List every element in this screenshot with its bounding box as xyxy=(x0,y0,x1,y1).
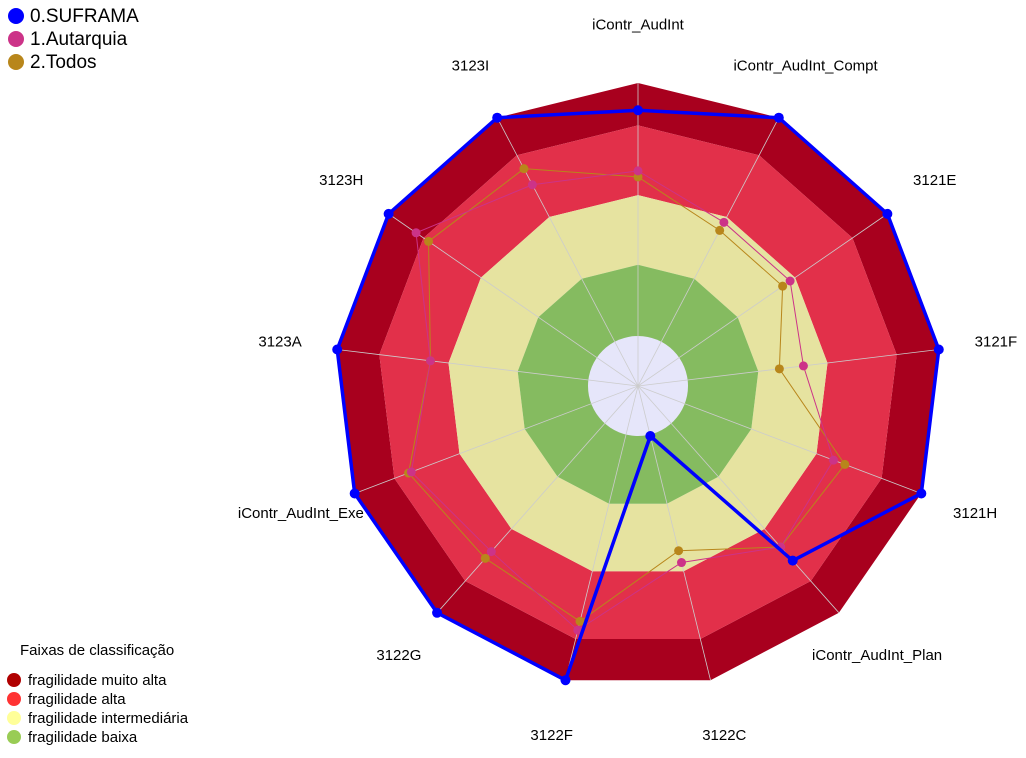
legend-label: 1.Autarquia xyxy=(30,29,128,50)
series-point xyxy=(787,555,798,566)
series-point xyxy=(778,281,788,291)
axis-label: 3122F xyxy=(530,727,573,744)
spoke xyxy=(496,117,639,387)
spoke xyxy=(637,385,840,614)
series-line xyxy=(335,108,941,683)
spoke xyxy=(637,213,888,387)
axis-label: iContr_AudInt_Exe xyxy=(238,505,364,522)
axis-label: iContr_AudInt xyxy=(592,16,685,33)
spoke xyxy=(637,385,922,494)
series-point xyxy=(785,276,795,286)
spoke xyxy=(354,385,639,494)
band-legend-swatch xyxy=(7,730,21,744)
axis-label: iContr_AudInt_Compt xyxy=(733,58,878,75)
band-legend-swatch xyxy=(7,692,21,706)
series-point xyxy=(406,467,416,477)
series-point xyxy=(383,208,394,219)
series-point xyxy=(933,344,944,355)
band-legend-label: fragilidade alta xyxy=(28,691,126,708)
series-point xyxy=(715,225,725,235)
band-legend-swatch xyxy=(7,711,21,725)
axis-label: 3123I xyxy=(452,58,490,75)
band-ring xyxy=(448,195,828,572)
spoke xyxy=(337,349,639,387)
series-point xyxy=(486,547,496,557)
series-point xyxy=(633,105,643,116)
series-point xyxy=(840,459,850,469)
series-point xyxy=(774,364,784,374)
axis-label: 3122C xyxy=(702,727,746,744)
legend-swatch xyxy=(8,54,24,70)
series-point xyxy=(575,616,585,626)
legend-swatch xyxy=(8,8,24,24)
series-point xyxy=(828,455,838,465)
axis-label: 3122G xyxy=(376,647,421,664)
series-point xyxy=(882,208,893,219)
series-line xyxy=(410,170,835,631)
series-point xyxy=(560,675,571,686)
legend-label: 2.Todos xyxy=(30,52,97,73)
series-point xyxy=(798,361,808,371)
axis-label: 3121F xyxy=(975,334,1018,351)
axis-label: 3121E xyxy=(913,172,956,189)
series-point xyxy=(332,344,343,355)
series-point xyxy=(773,112,784,123)
series-point xyxy=(573,625,583,635)
series-point xyxy=(480,553,490,563)
series-point xyxy=(633,166,643,176)
series-point xyxy=(424,236,434,246)
series-point xyxy=(349,488,360,499)
series-point xyxy=(432,607,443,618)
band-legend-label: fragilidade intermediária xyxy=(28,710,189,727)
band-ring xyxy=(517,264,759,504)
series-point xyxy=(411,228,421,238)
band-legend-label: fragilidade muito alta xyxy=(28,672,167,689)
series-point xyxy=(645,431,656,442)
series-point xyxy=(519,164,529,174)
legend-label: 0.SUFRAMA xyxy=(30,6,139,27)
axis-label: 3123A xyxy=(258,334,301,351)
axis-label: 3123H xyxy=(319,172,363,189)
series-point xyxy=(916,488,927,499)
series-point xyxy=(719,217,729,227)
legend-swatch xyxy=(8,31,24,47)
band-legend-label: fragilidade baixa xyxy=(28,729,138,746)
axis-label: iContr_AudInt_Plan xyxy=(812,647,942,664)
band-legend-title: Faixas de classificação xyxy=(20,642,174,659)
series-point xyxy=(527,180,537,190)
axis-label: 3121H xyxy=(953,505,997,522)
band-legend-swatch xyxy=(7,673,21,687)
spoke xyxy=(637,349,939,387)
spoke xyxy=(637,117,780,387)
spoke xyxy=(436,385,639,614)
series-point xyxy=(674,546,684,556)
series-point xyxy=(425,356,435,366)
series-line xyxy=(407,168,846,622)
series-point xyxy=(492,112,503,123)
series-point xyxy=(677,558,687,568)
